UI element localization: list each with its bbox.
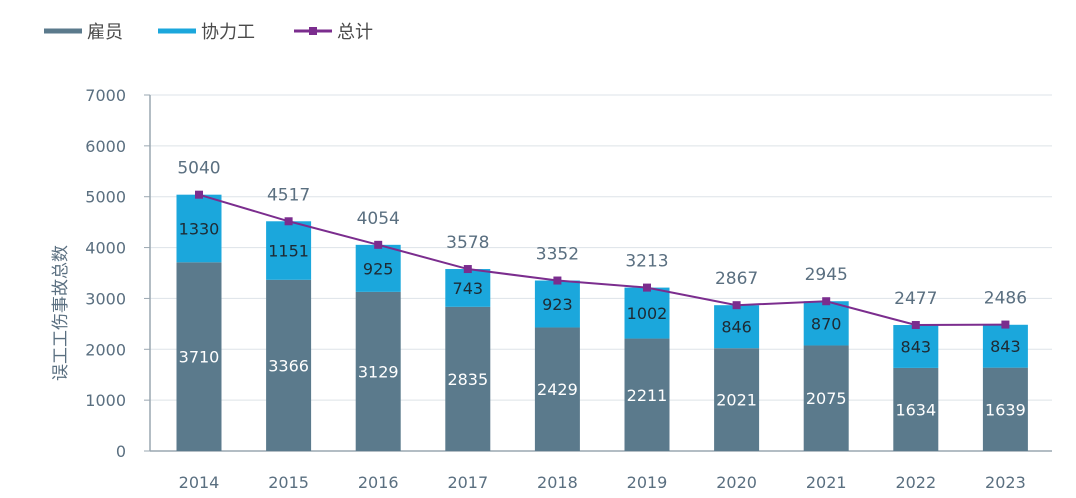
bar-employee — [893, 367, 939, 451]
bar-employee — [355, 291, 401, 451]
bar-contractor — [803, 301, 849, 346]
data-label-total: 3578 — [446, 233, 489, 253]
data-label-employee: 2211 — [627, 386, 668, 405]
data-label-contractor: 1002 — [627, 304, 668, 323]
bar-contractor — [355, 244, 401, 292]
x-tick-labels: 2014 2015 2016 2017 2018 2019 2020 2021 2022 2023 — [179, 473, 1026, 492]
total-marker — [822, 297, 831, 306]
data-label-total: 4054 — [357, 209, 400, 229]
data-label-total: 2945 — [805, 265, 848, 285]
x-tick-label: 2018 — [537, 473, 578, 492]
legend-label: 雇员 — [87, 22, 123, 43]
total-marker — [195, 190, 203, 199]
data-label-contractor: 846 — [721, 318, 752, 337]
data-label-employee: 3129 — [358, 362, 399, 381]
x-tick-label: 2021 — [806, 473, 847, 492]
data-label-employee: 2021 — [716, 391, 757, 410]
bar-employee — [266, 279, 312, 451]
bar-employee — [982, 367, 1028, 451]
data-label-employee: 1639 — [985, 400, 1026, 419]
bar-contractor — [624, 287, 670, 339]
data-label-contractor: 843 — [990, 337, 1021, 356]
data-label-employee: 2835 — [447, 370, 488, 389]
bar-contractor — [982, 324, 1028, 368]
data-label-total: 2486 — [984, 289, 1027, 309]
total-marker — [284, 217, 293, 226]
x-tick-label: 2022 — [895, 473, 936, 492]
data-label-contractor: 923 — [542, 295, 573, 314]
bar-employee — [624, 338, 670, 451]
legend-item: 协力工 — [158, 22, 255, 43]
legend-label: 协力工 — [201, 22, 255, 43]
bar-employee — [445, 306, 491, 451]
total-marker — [1001, 320, 1010, 329]
bar-contractor — [445, 269, 491, 307]
data-label-contractor: 1151 — [268, 242, 309, 261]
bar-contractor — [266, 221, 312, 280]
data-label-contractor: 743 — [453, 279, 484, 298]
bars: 3710 1330 3366 1151 3129 925 2835 743 2429 923 221… — [176, 194, 1028, 451]
data-label-total: 4517 — [267, 185, 310, 205]
total-marker — [374, 240, 383, 249]
legend-marker — [309, 27, 317, 35]
total-marker — [463, 265, 472, 274]
data-label-total: 2867 — [715, 269, 758, 289]
legend: 雇员 协力工 总计 — [44, 22, 373, 43]
legend-item: 总计 — [294, 22, 373, 43]
total-marker — [732, 301, 741, 310]
data-label-employee: 3366 — [268, 356, 309, 375]
y-tick-label: 7000 — [85, 86, 126, 105]
y-tick-label: 4000 — [85, 239, 126, 258]
x-tick-label: 2016 — [358, 473, 399, 492]
legend-item: 雇员 — [44, 22, 123, 43]
bar-employee — [176, 262, 222, 451]
bar-contractor — [893, 325, 939, 368]
data-label-contractor: 925 — [363, 259, 394, 278]
y-tick-label: 5000 — [85, 188, 126, 207]
data-label-total: 5040 — [177, 159, 220, 179]
data-label-total: 3352 — [536, 245, 579, 265]
data-label-contractor: 843 — [901, 337, 932, 356]
x-tick-label: 2023 — [985, 473, 1026, 492]
x-tick-label: 2017 — [447, 473, 488, 492]
data-label-total: 3213 — [625, 252, 668, 272]
data-label-employee: 1634 — [895, 400, 936, 419]
bar-contractor — [714, 305, 760, 349]
bar-contractor — [176, 194, 222, 263]
data-label-contractor: 1330 — [179, 220, 220, 239]
y-tick-label: 0 — [116, 442, 126, 461]
y-tick-label: 3000 — [85, 289, 126, 308]
y-tick-labels: 0 1000 2000 3000 4000 5000 6000 7000 — [85, 86, 126, 461]
x-tick-label: 2015 — [268, 473, 309, 492]
x-tick-label: 2014 — [179, 473, 220, 492]
x-tick-label: 2020 — [716, 473, 757, 492]
legend-label: 总计 — [337, 22, 373, 43]
x-tick-label: 2019 — [627, 473, 668, 492]
y-axis-label: 误工工伤事故总数 — [51, 245, 71, 381]
bar-employee — [714, 348, 760, 451]
data-label-employee: 2429 — [537, 380, 578, 399]
y-tick-label: 6000 — [85, 137, 126, 156]
total-marker — [911, 321, 920, 330]
total-marker — [553, 276, 562, 285]
bar-employee — [803, 345, 849, 451]
data-label-employee: 2075 — [806, 389, 847, 408]
total-marker — [643, 283, 651, 292]
total-line-path — [198, 193, 1006, 327]
bar-contractor — [534, 280, 580, 328]
total-line: 5040 4517 4054 3578 3352 3213 2867 2945 2477 2486 — [177, 159, 1027, 330]
y-tick-label: 1000 — [85, 391, 126, 410]
y-tick-label: 2000 — [85, 340, 126, 359]
data-label-employee: 3710 — [179, 348, 220, 367]
bar-employee — [534, 327, 580, 451]
data-label-total: 2477 — [894, 289, 937, 309]
data-label-contractor: 870 — [811, 314, 842, 333]
